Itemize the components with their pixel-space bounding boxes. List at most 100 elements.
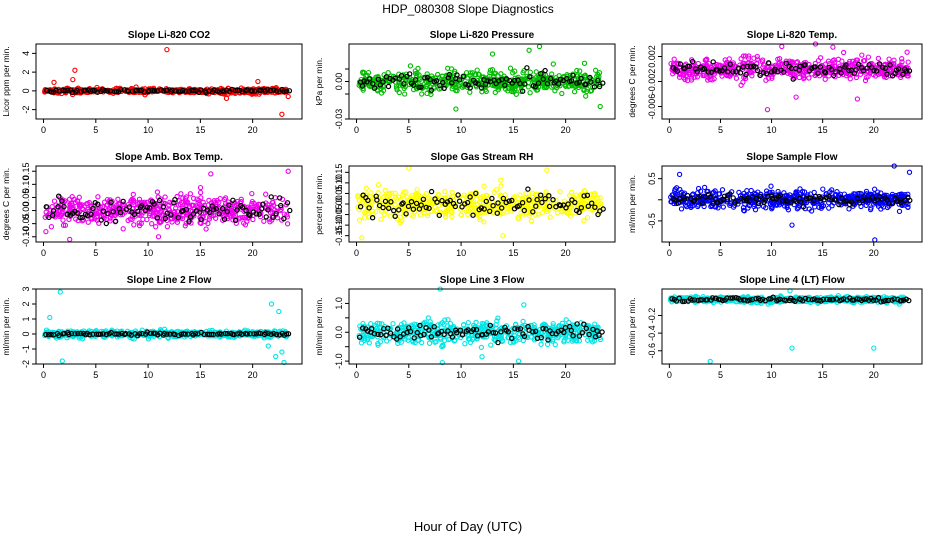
hourly-point (737, 70, 744, 76)
x-tick-label: 15 (818, 125, 828, 135)
data-point (587, 88, 594, 94)
data-points (668, 41, 913, 113)
outlier-point (872, 237, 878, 243)
x-tick-label: 10 (767, 248, 777, 258)
outlier-point (57, 289, 63, 295)
outlier-point (359, 235, 365, 241)
data-point (481, 219, 487, 225)
hourly-point (151, 87, 158, 94)
data-point (505, 88, 511, 94)
x-tick-label: 15 (508, 248, 518, 258)
x-tick-label: 10 (143, 370, 153, 380)
x-tick-label: 0 (667, 248, 672, 258)
data-point (465, 320, 471, 326)
data-point (523, 190, 529, 197)
x-tick-label: 5 (93, 125, 98, 135)
outlier-point (544, 167, 550, 173)
hourly-point (69, 89, 76, 96)
data-point (130, 191, 136, 198)
outlier-point (279, 349, 285, 355)
data-point (846, 206, 852, 212)
hourly-point (103, 220, 110, 227)
hourly-point (94, 89, 101, 95)
x-tick-label: 20 (248, 248, 258, 258)
outlier-point (72, 67, 78, 73)
data-point (826, 205, 832, 211)
outlier-point (265, 343, 271, 349)
data-point (149, 221, 155, 227)
data-point (249, 190, 255, 197)
outlier-point (51, 79, 57, 86)
y-tick-label: -2 (21, 360, 31, 368)
x-tick-label: 15 (195, 370, 205, 380)
data-point (719, 187, 726, 193)
x-tick-label: 0 (354, 248, 359, 258)
data-points (42, 289, 292, 366)
outlier-point (789, 222, 795, 228)
y-tick-label: -0.5 (647, 213, 657, 229)
data-point (197, 184, 204, 191)
x-tick-label: 0 (41, 125, 46, 135)
data-point (904, 49, 910, 55)
x-tick-label: 10 (456, 248, 466, 258)
data-point (442, 188, 448, 195)
data-points (668, 163, 913, 243)
data-point (581, 218, 587, 224)
y-tick-label: 0.5 (647, 172, 657, 185)
data-point (187, 191, 194, 197)
data-point (284, 221, 291, 227)
y-tick-label: 0 (21, 88, 31, 93)
hourly-point (268, 194, 274, 200)
y-tick-label: -0.006 (647, 94, 657, 120)
data-point (197, 189, 204, 196)
x-tick-label: 20 (248, 370, 258, 380)
hourly-point (271, 87, 277, 93)
data-point (402, 91, 408, 97)
hourly-point (524, 65, 530, 71)
hourly-point (273, 88, 280, 94)
outlier-point (597, 103, 603, 110)
x-tick-label: 15 (508, 125, 518, 135)
data-point (720, 204, 726, 210)
hourly-point (136, 87, 142, 94)
y-tick-label: -0.03 (334, 109, 344, 130)
data-point (577, 68, 583, 74)
x-tick-label: 10 (456, 125, 466, 135)
hourly-point (186, 88, 192, 94)
x-tick-label: 5 (718, 248, 723, 258)
data-points (42, 168, 293, 243)
hourly-point (263, 214, 269, 220)
data-point (76, 194, 82, 200)
outlier-point (854, 96, 861, 102)
hourly-point (62, 88, 68, 94)
x-tick-label: 20 (561, 125, 571, 135)
data-points (356, 43, 606, 112)
y-tick-label: 0 (21, 331, 31, 336)
data-point (449, 213, 455, 220)
outlier-point (793, 94, 799, 100)
x-tick-label: 0 (667, 125, 672, 135)
y-tick-label: 0.00 (334, 73, 344, 91)
data-point (488, 342, 494, 348)
panel-title: Slope Li-820 CO2 (128, 30, 211, 41)
outlier-point (285, 93, 291, 100)
outlier-point (268, 301, 275, 307)
outlier-point (255, 78, 261, 85)
hourly-point (268, 87, 274, 94)
hourly-point (82, 87, 89, 93)
x-tick-label: 10 (143, 125, 153, 135)
data-point (498, 177, 504, 183)
hourly-point (281, 88, 287, 95)
data-point (478, 344, 485, 351)
data-point (153, 224, 159, 230)
data-point (404, 194, 410, 200)
data-point (419, 339, 425, 346)
data-point (85, 219, 91, 225)
data-point (896, 208, 903, 215)
outlier-point (489, 51, 496, 57)
y-axis-label: percent per min. (314, 173, 324, 234)
data-point (733, 75, 740, 81)
x-tick-label: 5 (718, 125, 723, 135)
outlier-point (70, 76, 76, 83)
